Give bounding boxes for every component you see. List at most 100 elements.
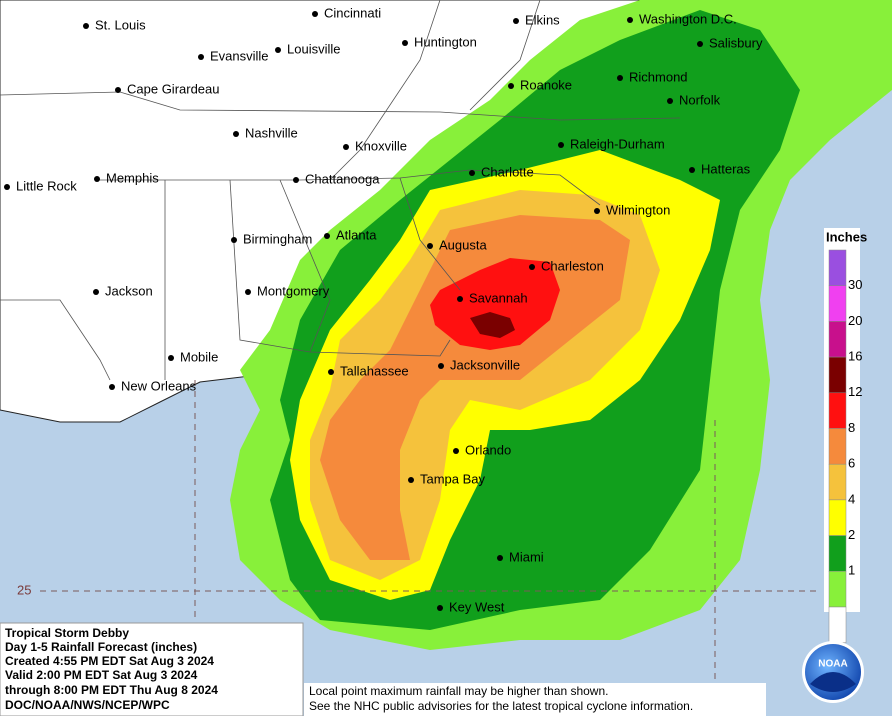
city-label: Memphis: [106, 170, 159, 185]
city-dot: [513, 18, 519, 24]
city-label: Little Rock: [16, 178, 77, 193]
city-label: New Orleans: [121, 378, 197, 393]
city-dot: [275, 47, 281, 53]
city-label: Tallahassee: [340, 363, 409, 378]
city-label: Richmond: [629, 69, 688, 84]
city-dot: [94, 176, 100, 182]
legend-label: 16: [848, 349, 862, 364]
city-label: Raleigh-Durham: [570, 136, 665, 151]
legend-swatch: [828, 356, 847, 394]
city-label: Savannah: [469, 290, 528, 305]
city-dot: [198, 54, 204, 60]
legend-swatch: [828, 499, 847, 536]
legend-title: Inches: [826, 229, 867, 244]
city-label: Montgomery: [257, 283, 330, 298]
city-label: Mobile: [180, 349, 218, 364]
legend-label: 30: [848, 277, 862, 292]
info-line: DOC/NOAA/NWS/NCEP/WPC: [5, 698, 170, 712]
city-label: Knoxville: [355, 138, 407, 153]
city-dot: [667, 98, 673, 104]
legend-label: 8: [848, 420, 855, 435]
city-dot: [558, 142, 564, 148]
city-label: Charleston: [541, 258, 604, 273]
city-dot: [697, 41, 703, 47]
city-label: Miami: [509, 549, 544, 564]
city-dot: [438, 363, 444, 369]
city-label: Cincinnati: [324, 5, 381, 20]
info-line: through 8:00 PM EDT Thu Aug 8 2024: [5, 683, 218, 697]
legend-label: 4: [848, 491, 855, 506]
city-label: Tampa Bay: [420, 471, 486, 486]
info-box: [0, 622, 304, 716]
city-label: Birmingham: [243, 231, 312, 246]
city-dot: [594, 208, 600, 214]
legend-swatch: [828, 535, 847, 572]
disclaimer-line: See the NHC public advisories for the la…: [309, 699, 693, 713]
rain-area: [470, 312, 515, 338]
legend-swatch: [828, 285, 847, 322]
city-dot: [324, 233, 330, 239]
info-line: Valid 2:00 PM EDT Sat Aug 3 2024: [5, 668, 198, 682]
rain-area: [430, 258, 560, 350]
city-dot: [115, 87, 121, 93]
legend-label: 1: [848, 563, 855, 578]
legend-label: 2: [848, 527, 855, 542]
city-dot: [402, 40, 408, 46]
city-label: Augusta: [439, 237, 487, 252]
city-dot: [408, 477, 414, 483]
info-line: Created 4:55 PM EDT Sat Aug 3 2024: [5, 654, 214, 668]
legend-swatch: [828, 428, 847, 465]
city-dot: [469, 170, 475, 176]
city-label: Hatteras: [701, 161, 751, 176]
city-dot: [453, 448, 459, 454]
info-line: Day 1-5 Rainfall Forecast (inches): [5, 640, 197, 654]
legend-swatch: [828, 249, 847, 286]
legend-swatch: [828, 606, 847, 643]
city-label: Louisville: [287, 41, 340, 56]
city-label: Jacksonville: [450, 357, 520, 372]
city-label: Salisbury: [709, 35, 763, 50]
city-label: Orlando: [465, 442, 511, 457]
city-dot: [293, 177, 299, 183]
city-label: Elkins: [525, 12, 560, 27]
city-label: Cape Girardeau: [127, 81, 220, 96]
city-label: St. Louis: [95, 17, 146, 32]
city-dot: [93, 289, 99, 295]
city-dot: [109, 384, 115, 390]
city-dot: [617, 75, 623, 81]
legend-swatch: [828, 321, 847, 358]
city-dot: [245, 289, 251, 295]
latitude-label: 25: [17, 582, 31, 597]
city-label: Jackson: [105, 283, 153, 298]
city-dot: [529, 264, 535, 270]
city-dot: [231, 237, 237, 243]
city-label: Huntington: [414, 34, 477, 49]
info-line: Tropical Storm Debby: [5, 626, 129, 640]
legend-label: 20: [848, 313, 862, 328]
legend-swatch: [828, 463, 847, 501]
borders: [0, 0, 681, 381]
city-dot: [312, 11, 318, 17]
city-label: Chattanooga: [305, 171, 380, 186]
city-label: Key West: [449, 599, 505, 614]
city-dot: [457, 296, 463, 302]
city-dot: [437, 605, 443, 611]
city-dot: [427, 243, 433, 249]
city-label: Roanoke: [520, 77, 572, 92]
city-label: Charlotte: [481, 164, 534, 179]
city-label: Washington D.C.: [639, 11, 737, 26]
legend-label: 12: [848, 384, 862, 399]
city-label: Atlanta: [336, 227, 377, 242]
legend-swatch: [828, 571, 847, 608]
legend-swatch: [828, 392, 847, 429]
city-label: Nashville: [245, 125, 298, 140]
disclaimer-box: [304, 683, 766, 716]
disclaimer-line: Local point maximum rainfall may be high…: [309, 684, 608, 698]
city-dot: [83, 23, 89, 29]
city-dot: [233, 131, 239, 137]
logo-text: NOAA: [818, 659, 847, 670]
city-dot: [689, 167, 695, 173]
city-dot: [627, 17, 633, 23]
city-label: Wilmington: [606, 202, 670, 217]
